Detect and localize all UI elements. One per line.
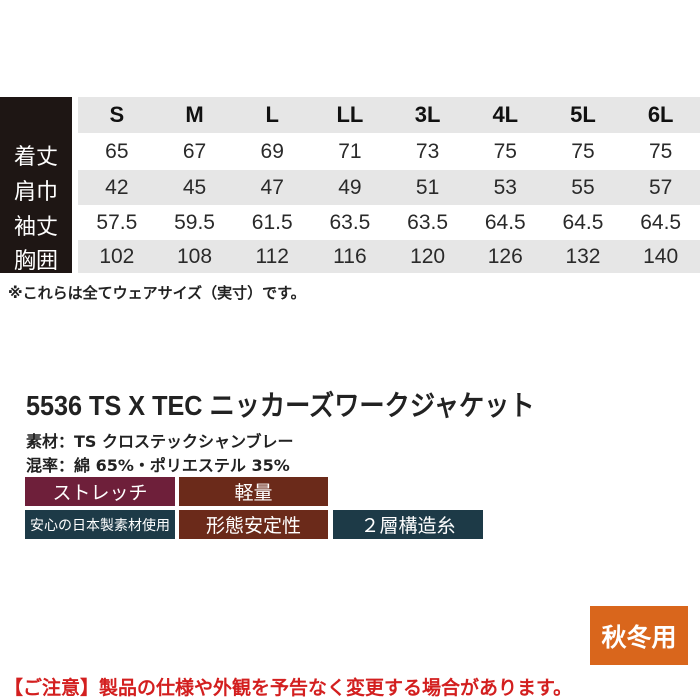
table-cell: 75 <box>648 139 673 163</box>
table-cell: 120 <box>410 244 446 268</box>
size-header: LL <box>336 102 364 127</box>
badge-stretch: ストレッチ <box>25 477 175 506</box>
badge-two-layer-yarn: ２層構造糸 <box>333 510 483 539</box>
table-row: 57.5 59.5 61.5 63.5 63.5 64.5 64.5 64.5 <box>78 205 700 240</box>
table-cell: 57 <box>648 175 673 199</box>
material-text: 素材：TS クロステックシャンブレー <box>26 432 294 451</box>
size-header: 4L <box>492 102 519 127</box>
table-cell: 42 <box>105 175 129 199</box>
table-cell: 49 <box>338 175 362 199</box>
table-cell: 67 <box>182 139 207 163</box>
table-cell: 59.5 <box>174 210 215 234</box>
table-cell: 108 <box>177 244 213 268</box>
table-row: 65 67 69 71 73 75 75 75 <box>78 133 700 170</box>
table-cell: 102 <box>99 244 135 268</box>
row-label: 着丈 <box>13 145 58 170</box>
row-label: 肩巾 <box>13 180 58 205</box>
table-cell: 57.5 <box>96 210 138 234</box>
table-cell: 63.5 <box>407 210 449 234</box>
size-header: 3L <box>414 102 441 127</box>
badge-lightweight: 軽量 <box>179 477 328 506</box>
table-cell: 75 <box>493 139 517 163</box>
size-header: S <box>109 102 125 127</box>
badge-shape-stability: 形態安定性 <box>179 510 328 539</box>
table-row: 102 108 112 116 120 126 132 140 <box>78 240 700 273</box>
table-cell: 116 <box>333 244 367 268</box>
season-badge: 秋冬用 <box>590 606 688 665</box>
table-cell: 126 <box>487 244 523 268</box>
badge-japan-material: 安心の日本製素材使用 <box>25 510 175 539</box>
size-header: 5L <box>570 102 596 127</box>
size-header-row: S M L LL 3L 4L 5L 6L <box>78 97 700 133</box>
table-cell: 112 <box>255 244 289 268</box>
table-cell: 140 <box>643 244 679 268</box>
row-label-column <box>0 97 72 273</box>
table-cell: 53 <box>493 175 517 199</box>
table-cell: 65 <box>105 139 129 163</box>
table-cell: 63.5 <box>329 210 371 234</box>
blend-text: 混率：綿 65%・ポリエステル 35% <box>26 456 290 475</box>
table-cell: 64.5 <box>484 210 526 234</box>
table-cell: 132 <box>565 244 601 268</box>
table-cell: 71 <box>338 139 362 163</box>
row-label: 袖丈 <box>13 215 58 240</box>
table-cell: 69 <box>260 139 284 163</box>
table-cell: 75 <box>571 139 595 163</box>
table-cell: 45 <box>182 175 207 199</box>
size-header: M <box>185 102 204 127</box>
product-title: 5536 TS X TEC ニッカーズワークジャケット <box>26 390 535 421</box>
table-cell: 51 <box>415 175 440 199</box>
size-note: ※これらは全てウェアサイズ（実寸）です。 <box>8 284 306 302</box>
size-header: L <box>265 102 279 127</box>
table-cell: 61.5 <box>251 210 293 234</box>
table-cell: 73 <box>415 139 440 163</box>
size-header: 6L <box>647 102 674 127</box>
caution-text: 【ご注意】製品の仕様や外観を予告なく変更する場合があります。 <box>4 677 573 699</box>
row-label: 胸囲 <box>13 249 58 274</box>
table-cell: 64.5 <box>562 210 604 234</box>
table-row: 42 45 47 49 51 53 55 57 <box>78 170 700 205</box>
table-cell: 55 <box>571 175 595 199</box>
table-cell: 64.5 <box>640 210 682 234</box>
table-cell: 47 <box>260 175 284 199</box>
